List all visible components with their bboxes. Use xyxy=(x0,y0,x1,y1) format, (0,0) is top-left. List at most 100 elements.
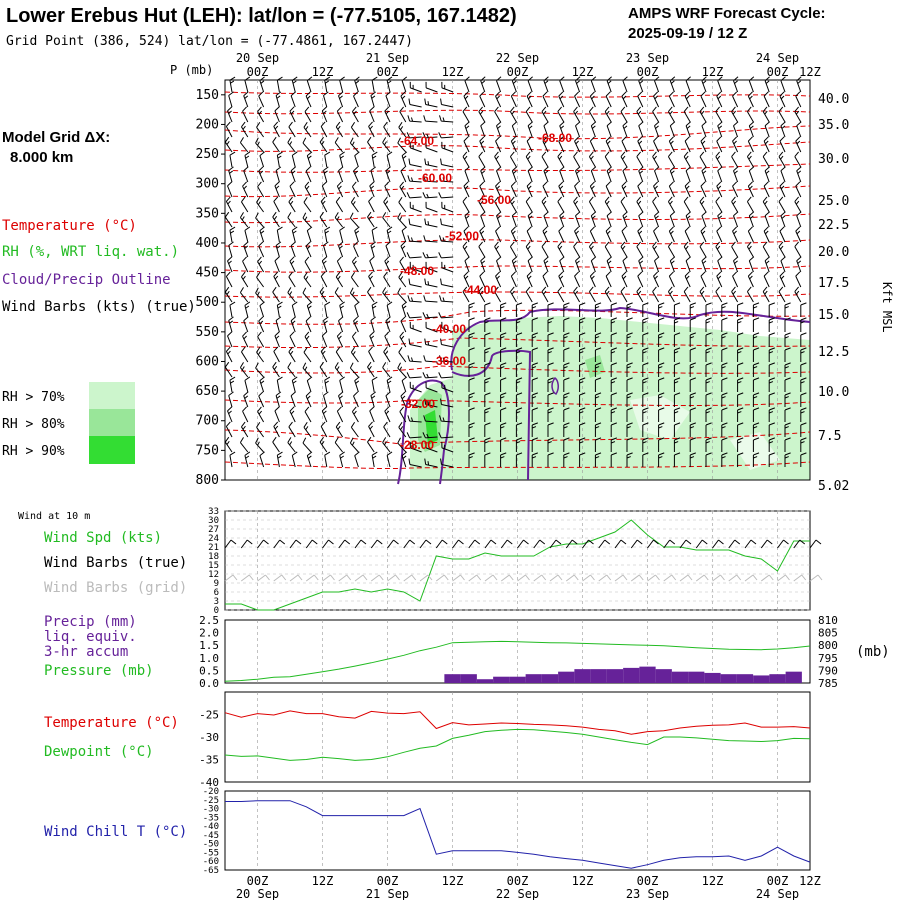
wind-barb-staff xyxy=(715,156,723,168)
wind-barb-flag xyxy=(510,151,515,157)
wind-barb-flag xyxy=(370,185,375,190)
wind-barb xyxy=(642,392,649,407)
wind-barb-flag xyxy=(769,392,775,396)
contour-label: -52.00 xyxy=(445,229,479,243)
precip-bar xyxy=(753,675,770,683)
wind-barb xyxy=(399,331,407,348)
wind-barb-flag xyxy=(748,121,755,127)
wind-barb-staff xyxy=(780,170,786,183)
wind-barb xyxy=(689,407,696,422)
wind-barb-flag xyxy=(484,392,491,396)
wind-barb-staff xyxy=(441,87,454,93)
wind-barb xyxy=(289,331,296,348)
wind-barb-staff xyxy=(256,351,265,363)
wind-barb-staff xyxy=(241,126,249,138)
wind-barb-staff xyxy=(336,410,344,423)
wind-barb-flag xyxy=(796,166,802,172)
wind-barb xyxy=(338,166,344,183)
wind-barb-staff xyxy=(495,230,502,243)
wind-barb-flag xyxy=(408,218,411,225)
wind-barb-staff xyxy=(796,80,802,93)
wind-barb-flag xyxy=(319,286,324,293)
wind-barb-flag xyxy=(339,226,345,231)
wind-barb-flag xyxy=(324,151,331,156)
wind-barb-grid xyxy=(695,574,709,582)
wind-barb-flag xyxy=(321,290,325,295)
wind-barb xyxy=(673,392,681,407)
wind-barb-staff xyxy=(336,335,344,348)
wind-tick-label: 9 xyxy=(214,579,219,589)
wind-barb xyxy=(462,196,470,213)
wind-barb-flag xyxy=(324,80,329,84)
barb-flag xyxy=(395,574,400,581)
wind-barb xyxy=(339,301,345,318)
wind-barb-flag xyxy=(336,181,342,187)
wind-barb xyxy=(258,316,265,333)
wind-barb-staff xyxy=(559,80,565,93)
wind-barb xyxy=(276,151,283,168)
barb-flag xyxy=(460,574,465,581)
wind-barb-staff xyxy=(778,111,786,123)
wind-barb xyxy=(257,406,265,423)
wind-barb xyxy=(594,452,602,467)
wind-barb-flag xyxy=(780,185,785,190)
wind-barb-flag xyxy=(654,256,660,262)
wind-barb xyxy=(784,332,791,347)
wind-barb-flag xyxy=(606,166,612,172)
wind-barb-flag xyxy=(595,306,600,309)
wind-barb xyxy=(779,271,786,288)
wind-barb-flag xyxy=(701,211,707,217)
wind-barb-staff xyxy=(543,260,549,273)
wind-barb-staff xyxy=(275,395,280,408)
wind-barb xyxy=(256,421,265,438)
wind-barb-flag xyxy=(260,80,265,84)
wind-barb-flag xyxy=(669,110,673,115)
wind-barb-flag xyxy=(258,91,264,97)
wind-barb xyxy=(594,392,602,407)
wind-barb-staff xyxy=(338,395,344,408)
cloud-outline-1 xyxy=(397,379,450,485)
wind-barb-flag xyxy=(607,140,611,145)
pressure-tick-label: 700 xyxy=(196,414,219,429)
barb-flag xyxy=(783,539,789,545)
wind-barb-flag xyxy=(397,137,401,144)
wind-barb-flag xyxy=(690,426,695,429)
wind-barb xyxy=(752,332,760,347)
pressure-tick-label: 800 xyxy=(818,639,838,652)
wind-barb-flag xyxy=(674,411,679,414)
barb-staff xyxy=(452,539,459,549)
wind-barb-flag xyxy=(547,452,554,456)
wind-barb xyxy=(386,226,393,243)
wind-barb xyxy=(737,332,744,347)
wind-barb-flag xyxy=(542,226,548,232)
wind-barb xyxy=(351,256,359,273)
wind-barb xyxy=(588,196,596,213)
wind-barb xyxy=(385,241,391,258)
wind-barb-flag xyxy=(800,422,807,426)
wind-barb-flag xyxy=(543,110,547,115)
wind-barb-flag xyxy=(780,275,785,280)
wind-barb-staff xyxy=(370,95,375,108)
wind-barb-staff xyxy=(620,111,628,123)
wind-barb-flag xyxy=(652,286,657,292)
wind-barb-flag xyxy=(715,286,720,292)
wind-barb-staff xyxy=(684,230,691,243)
wind-barb xyxy=(654,166,660,183)
wind-barb-flag xyxy=(605,226,611,232)
wind-barb-flag xyxy=(611,411,616,414)
wind-barb-true xyxy=(289,539,302,549)
height-tick-label: 30.0 xyxy=(818,152,849,167)
wind-barb-flag xyxy=(737,321,742,324)
barb-flag xyxy=(311,539,318,545)
wind-barb-staff xyxy=(747,230,754,243)
wind-barb-flag xyxy=(626,336,631,339)
wind-barb-staff xyxy=(334,442,343,453)
wind-barb xyxy=(349,437,359,453)
wind-barb-staff xyxy=(764,260,770,273)
wind-barb-staff xyxy=(441,164,454,168)
wind-barb xyxy=(589,181,596,198)
wind-barb-flag xyxy=(547,321,552,324)
wind-barb xyxy=(541,106,549,123)
wind-barb-flag xyxy=(354,451,360,456)
wind-barb-flag xyxy=(595,347,602,351)
